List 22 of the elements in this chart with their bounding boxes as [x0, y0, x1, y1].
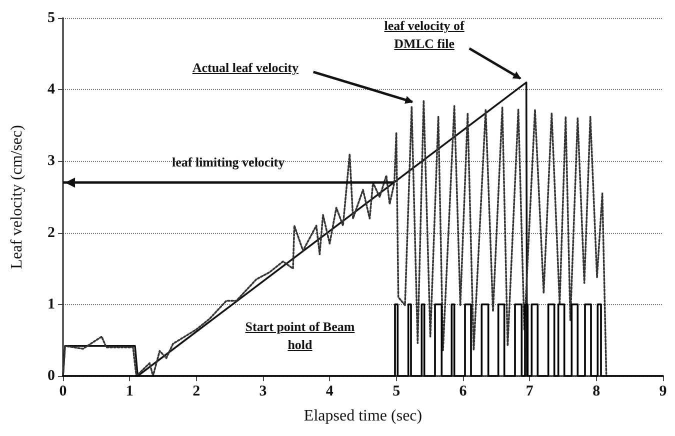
annotation: leaf velocity of DMLC file	[383, 17, 466, 54]
x-tick-label: 7	[526, 384, 534, 400]
y-tick-label: 1	[48, 296, 55, 312]
x-tick-label: 2	[192, 384, 200, 400]
x-tick-label: 6	[459, 384, 468, 400]
x-tick-label: 3	[259, 384, 267, 400]
y-tick-label: 0	[48, 368, 55, 384]
y-tick-label: 4	[48, 82, 56, 98]
y-axis-title: Leaf velocity (cm/sec)	[8, 125, 26, 269]
x-tick-label: 8	[592, 384, 600, 400]
ref-line-label: leaf limiting velocity	[172, 154, 286, 170]
annotation: Start point of Beam hold	[244, 318, 356, 354]
annotation: Actual leaf velocity	[192, 58, 298, 77]
x-tick-label: 1	[126, 384, 134, 400]
y-tick-label: 2	[48, 224, 55, 241]
y-tick-label: 3	[48, 153, 55, 170]
x-tick-label: 0	[59, 384, 67, 400]
y-tick-label: 5	[48, 10, 55, 26]
x-tick-label: 4	[326, 384, 334, 400]
x-tick-label: 5	[392, 384, 400, 400]
x-axis-title: Elapsed time (sec)	[304, 408, 422, 424]
x-tick-label: 9	[659, 384, 667, 400]
